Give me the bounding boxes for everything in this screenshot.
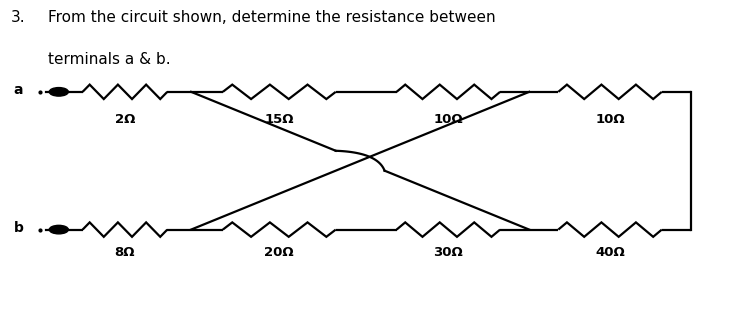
Text: 10Ω: 10Ω bbox=[434, 113, 463, 126]
Text: 2Ω: 2Ω bbox=[115, 113, 135, 126]
Text: 20Ω: 20Ω bbox=[265, 246, 294, 259]
Text: 3.: 3. bbox=[11, 10, 26, 25]
Text: 40Ω: 40Ω bbox=[595, 246, 625, 259]
Text: b: b bbox=[13, 221, 24, 235]
Text: 8Ω: 8Ω bbox=[115, 246, 135, 259]
Text: a: a bbox=[14, 83, 23, 97]
Circle shape bbox=[49, 88, 68, 96]
Circle shape bbox=[49, 225, 68, 234]
Text: 30Ω: 30Ω bbox=[434, 246, 463, 259]
Text: From the circuit shown, determine the resistance between: From the circuit shown, determine the re… bbox=[48, 10, 495, 25]
Text: terminals a & b.: terminals a & b. bbox=[48, 52, 171, 68]
Text: 10Ω: 10Ω bbox=[595, 113, 625, 126]
Text: 15Ω: 15Ω bbox=[265, 113, 294, 126]
